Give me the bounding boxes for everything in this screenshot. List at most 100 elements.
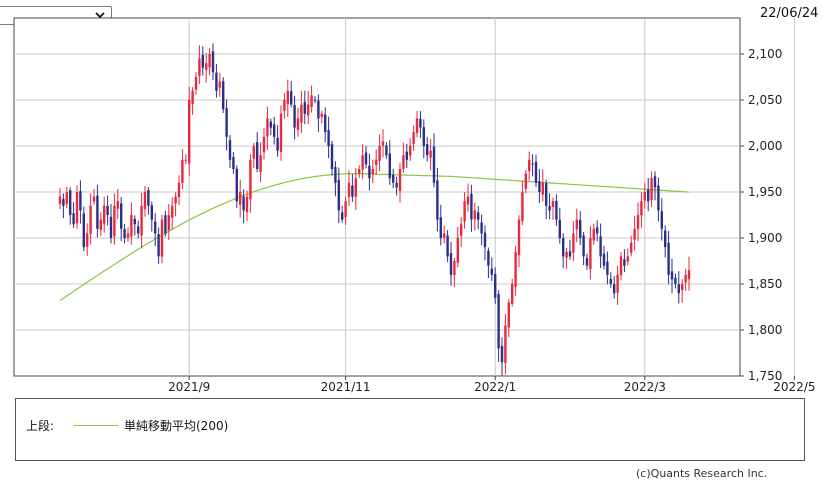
candle-body — [191, 90, 194, 105]
candle-body — [473, 210, 476, 220]
candle-body — [524, 173, 527, 189]
candle-body — [589, 238, 592, 270]
candle-body — [412, 132, 415, 144]
candle-body — [109, 216, 113, 238]
candle-body — [538, 181, 541, 192]
candle-body — [235, 168, 238, 202]
candle-body — [174, 196, 177, 204]
candle-body — [551, 201, 555, 207]
x-tick-label: 2021/9 — [168, 380, 210, 394]
candle-body — [120, 203, 123, 229]
candle-body — [79, 191, 82, 211]
candle-body — [171, 205, 174, 218]
candle-body — [89, 205, 92, 234]
candle-body — [385, 145, 388, 156]
candle-body — [670, 271, 674, 280]
y-tick-label: 1,800 — [748, 323, 782, 337]
copyright-credit: (c)Quants Research Inc. — [636, 467, 768, 480]
candle-body — [296, 118, 300, 130]
candle-body — [616, 274, 619, 293]
candle-body — [143, 192, 147, 210]
x-tick-label: 2022/1 — [474, 380, 516, 394]
candle-body — [619, 256, 623, 276]
candle-body — [327, 130, 330, 146]
candle-body — [140, 205, 143, 236]
candle-body — [147, 189, 150, 206]
candle-body — [86, 233, 89, 247]
candle-body — [582, 235, 585, 257]
candle-body — [347, 182, 351, 197]
candle-body — [317, 100, 320, 119]
candle-body — [426, 144, 429, 156]
candle-body — [72, 213, 75, 225]
candle-body — [133, 218, 136, 225]
plot-frame — [13, 17, 741, 377]
candle-body — [300, 104, 303, 123]
candle-body — [368, 165, 371, 179]
candle-body — [555, 200, 558, 220]
candle-body — [375, 159, 378, 165]
y-tick-label: 1,900 — [748, 231, 782, 245]
candle-body — [130, 215, 133, 237]
candle-body — [402, 155, 405, 169]
candle-body — [504, 325, 507, 363]
y-tick-label: 2,000 — [748, 139, 782, 153]
candle-body — [215, 72, 218, 91]
candle-body — [205, 63, 208, 70]
candle-body — [208, 54, 211, 68]
candle-body — [514, 251, 517, 287]
candle-body — [558, 219, 561, 238]
candle-body — [150, 205, 153, 220]
candle-body — [422, 127, 425, 146]
candle-body — [62, 198, 65, 206]
candle-body — [279, 113, 283, 153]
candle-body — [511, 284, 514, 304]
candle-body — [436, 180, 439, 220]
candle-body — [116, 201, 119, 209]
as-of-date: 22/06/24 — [760, 6, 819, 21]
candle-body — [521, 192, 524, 222]
candle-body — [466, 196, 470, 205]
candle-body — [211, 51, 215, 73]
candle-body — [545, 183, 548, 206]
candle-body — [184, 159, 187, 161]
candle-body — [283, 100, 286, 111]
y-tick-label: 2,100 — [748, 47, 782, 61]
candle-body — [667, 242, 670, 275]
candle-body — [354, 178, 357, 197]
candle-body — [259, 155, 262, 173]
candle-body — [269, 121, 272, 128]
candle-body — [534, 161, 538, 183]
candle-body — [500, 345, 504, 363]
candle-body — [307, 104, 310, 116]
candle-body — [446, 235, 449, 257]
candle-body — [664, 230, 667, 248]
candle-body — [137, 226, 140, 234]
candle-body — [167, 215, 170, 231]
candle-body — [626, 256, 629, 262]
candle-body — [381, 141, 385, 146]
candle-body — [453, 261, 456, 276]
candle-body — [494, 274, 497, 298]
candle-body — [262, 136, 266, 153]
candle-body — [303, 102, 306, 114]
candle-body — [201, 54, 204, 68]
candle-body — [643, 192, 646, 201]
candle-body — [334, 167, 337, 183]
candle-body — [157, 234, 160, 257]
candle-body — [398, 169, 402, 191]
candle-body — [92, 196, 96, 202]
candle-body — [409, 146, 412, 156]
candle-body — [392, 174, 395, 183]
candle-body — [602, 253, 606, 266]
candle-body — [177, 182, 181, 198]
candle-body — [395, 182, 398, 188]
candle-body — [687, 270, 691, 280]
candle-body — [164, 215, 167, 234]
candle-body — [194, 77, 198, 90]
candle-body — [640, 201, 643, 216]
candle-body — [439, 217, 442, 238]
candle-body — [405, 151, 408, 160]
candle-body — [249, 159, 252, 200]
price-chart: 2,100 2,050 2,000 1,950 1,900 1,850 1,800 1,750… — [13, 17, 816, 394]
